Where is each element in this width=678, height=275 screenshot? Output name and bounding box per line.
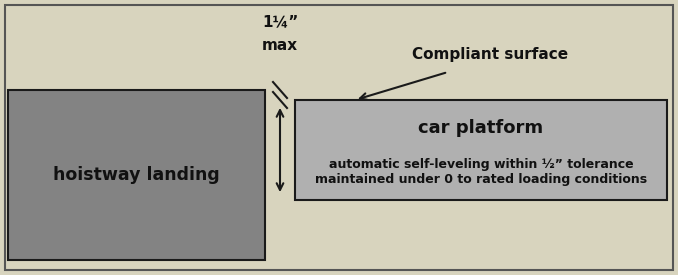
Text: hoistway landing: hoistway landing bbox=[53, 166, 220, 184]
Text: max: max bbox=[262, 37, 298, 53]
Text: automatic self-leveling within ½” tolerance
maintained under 0 to rated loading : automatic self-leveling within ½” tolera… bbox=[315, 158, 647, 186]
Text: 1¼”: 1¼” bbox=[262, 15, 298, 29]
Text: Compliant surface: Compliant surface bbox=[412, 48, 568, 62]
Bar bbox=[8, 90, 265, 260]
Text: car platform: car platform bbox=[418, 119, 544, 137]
Bar bbox=[295, 100, 667, 200]
